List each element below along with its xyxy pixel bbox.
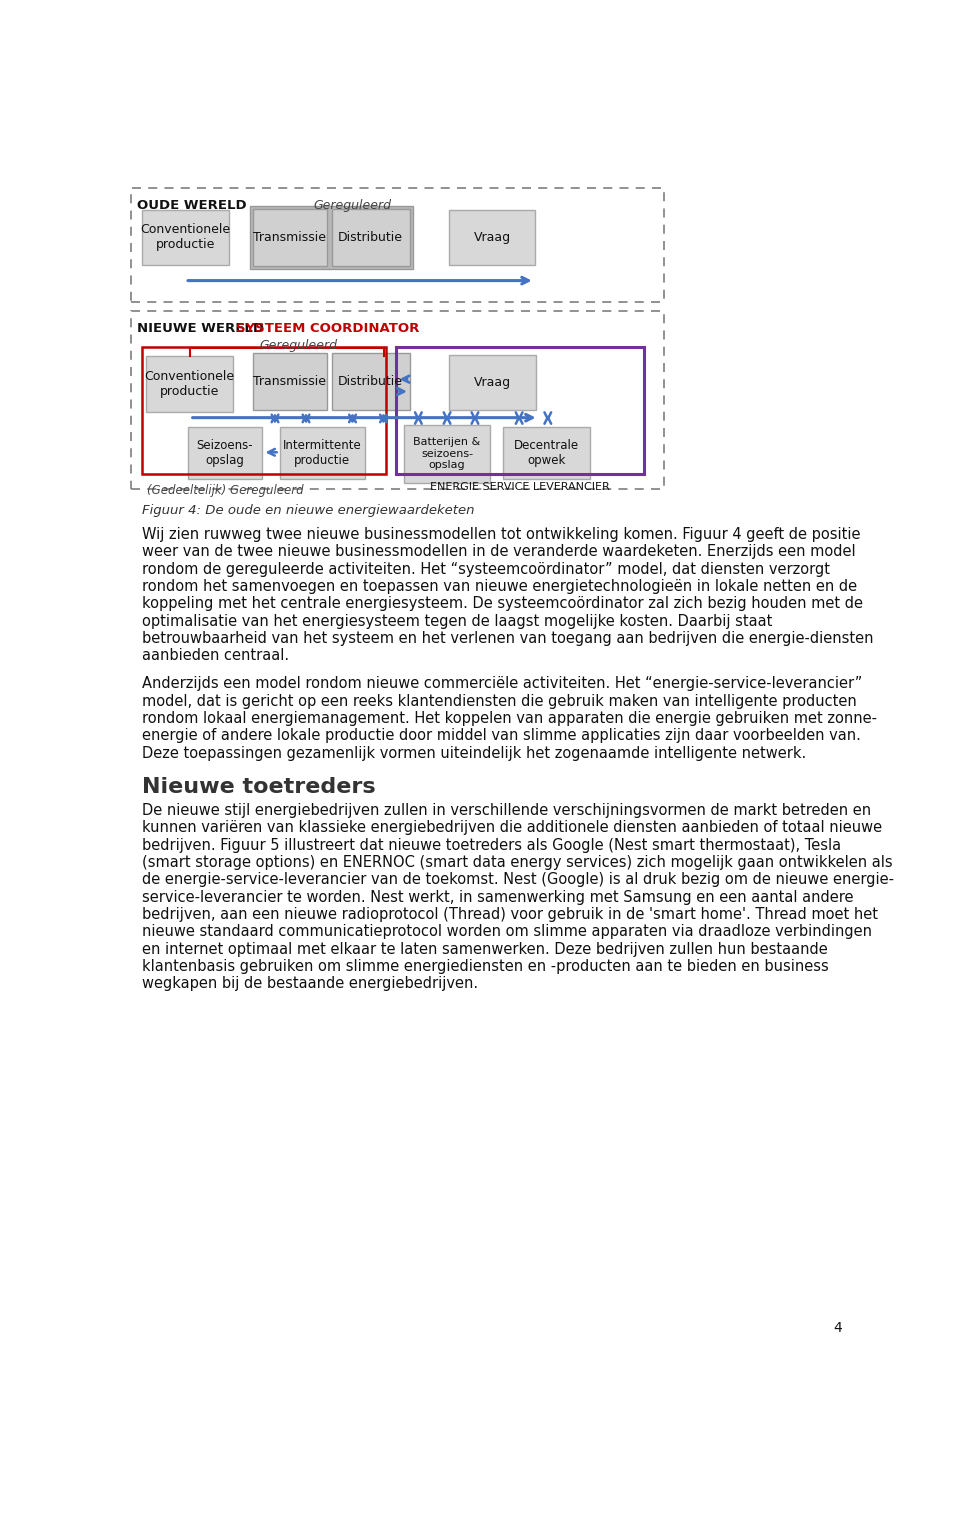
Text: nieuwe standaard communicatieprotocol worden om slimme apparaten via draadloze v: nieuwe standaard communicatieprotocol wo… (142, 924, 872, 939)
Text: Gereguleerd: Gereguleerd (314, 199, 392, 212)
Bar (131, 311, 664, 488)
Bar (188, 426, 262, 479)
Bar (131, 188, 664, 302)
Text: rondom de gereguleerde activiteiten. Het “systeemcoördinator” model, dat dienste: rondom de gereguleerde activiteiten. Het… (142, 561, 829, 576)
Bar (403, 425, 491, 482)
Text: (smart storage options) en ENERNOC (smart data energy services) zich mogelijk ga: (smart storage options) en ENERNOC (smar… (142, 856, 893, 871)
Text: rondom lokaal energiemanagement. Het koppelen van apparaten die energie gebruike: rondom lokaal energiemanagement. Het kop… (142, 711, 876, 727)
Text: wegkapen bij de bestaande energiebedrijven.: wegkapen bij de bestaande energiebedrijv… (142, 977, 478, 991)
Bar (142, 209, 228, 265)
Text: kunnen variëren van klassieke energiebedrijven die additionele diensten aanbiede: kunnen variëren van klassieke energiebed… (142, 821, 882, 836)
Text: model, dat is gericht op een reeks klantendiensten die gebruik maken van intelli: model, dat is gericht op een reeks klant… (142, 693, 856, 708)
Bar (503, 426, 589, 479)
Text: Intermittente
productie: Intermittente productie (283, 438, 362, 467)
Text: Conventionele
productie: Conventionele productie (145, 370, 235, 397)
Bar (449, 355, 537, 410)
Text: Seizoens-
opslag: Seizoens- opslag (196, 438, 252, 467)
Bar (142, 347, 386, 473)
Text: betrouwbaarheid van het systeem en het verlenen van toegang aan bedrijven die en: betrouwbaarheid van het systeem en het v… (142, 631, 874, 646)
Text: Vraag: Vraag (473, 231, 511, 244)
Text: SYSTEEM COORDINATOR: SYSTEEM COORDINATOR (236, 322, 420, 335)
Text: de energie-service-leverancier van de toekomst. Nest (Google) is al druk bezig o: de energie-service-leverancier van de to… (142, 872, 894, 887)
Text: Transmissie: Transmissie (253, 231, 326, 244)
Text: klantenbasis gebruiken om slimme energiediensten en -producten aan te bieden en : klantenbasis gebruiken om slimme energie… (142, 959, 828, 974)
Text: Deze toepassingen gezamenlijk vormen uiteindelijk het zogenaamde intelligente ne: Deze toepassingen gezamenlijk vormen uit… (142, 746, 806, 760)
Text: service-leverancier te worden. Nest werkt, in samenwerking met Samsung en een aa: service-leverancier te worden. Nest werk… (142, 889, 853, 904)
Text: rondom het samenvoegen en toepassen van nieuwe energietechnologieën in lokale ne: rondom het samenvoegen en toepassen van … (142, 579, 857, 595)
Text: bedrijven. Figuur 5 illustreert dat nieuwe toetreders als Google (Nest smart the: bedrijven. Figuur 5 illustreert dat nieu… (142, 837, 841, 853)
Text: Decentrale
opwek: Decentrale opwek (514, 438, 579, 467)
Text: Wij zien ruwweg twee nieuwe businessmodellen tot ontwikkeling komen. Figuur 4 ge: Wij zien ruwweg twee nieuwe businessmode… (142, 526, 860, 542)
Text: OUDE WERELD: OUDE WERELD (137, 199, 247, 212)
Text: Anderzijds een model rondom nieuwe commerciële activiteiten. Het “energie-servic: Anderzijds een model rondom nieuwe comme… (142, 677, 862, 692)
Text: weer van de twee nieuwe businessmodellen in de veranderde waardeketen. Enerzijds: weer van de twee nieuwe businessmodellen… (142, 545, 855, 560)
Text: Distributie: Distributie (338, 375, 403, 388)
Bar (279, 426, 365, 479)
Text: Gereguleerd: Gereguleerd (259, 340, 337, 352)
Bar (331, 353, 410, 410)
Bar (331, 209, 410, 265)
Bar (448, 209, 536, 265)
Text: Vraag: Vraag (474, 376, 512, 388)
Text: NIEUWE WERELD: NIEUWE WERELD (137, 322, 264, 335)
Bar (253, 209, 327, 265)
Text: Nieuwe toetreders: Nieuwe toetreders (142, 777, 375, 796)
Text: koppeling met het centrale energiesysteem. De systeemcoördinator zal zich bezig : koppeling met het centrale energiesystee… (142, 596, 863, 611)
Text: 4: 4 (833, 1321, 842, 1335)
Text: De nieuwe stijl energiebedrijven zullen in verschillende verschijningsvormen de : De nieuwe stijl energiebedrijven zullen … (142, 802, 871, 818)
Text: (Gedeeltelijk) Gereguleerd: (Gedeeltelijk) Gereguleerd (147, 484, 303, 498)
Text: bedrijven, aan een nieuwe radioprotocol (Thread) voor gebruik in de 'smart home': bedrijven, aan een nieuwe radioprotocol … (142, 907, 877, 922)
Text: Distributie: Distributie (338, 231, 403, 244)
Text: Batterijen &
seizoens-
opslag: Batterijen & seizoens- opslag (414, 437, 481, 470)
Bar (251, 206, 413, 269)
Text: en internet optimaal met elkaar te laten samenwerken. Deze bedrijven zullen hun : en internet optimaal met elkaar te laten… (142, 942, 828, 957)
Text: aanbieden centraal.: aanbieden centraal. (142, 648, 289, 663)
Bar (396, 347, 644, 473)
Text: ENERGIE SERVICE LEVERANCIER: ENERGIE SERVICE LEVERANCIER (430, 482, 610, 493)
Text: Figuur 4: De oude en nieuwe energiewaardeketen: Figuur 4: De oude en nieuwe energiewaard… (142, 504, 474, 517)
Text: Conventionele
productie: Conventionele productie (140, 223, 230, 252)
Bar (253, 353, 327, 410)
Bar (146, 356, 233, 411)
Text: energie of andere lokale productie door middel van slimme applicaties zijn daar : energie of andere lokale productie door … (142, 728, 860, 743)
Text: optimalisatie van het energiesysteem tegen de laagst mogelijke kosten. Daarbij s: optimalisatie van het energiesysteem teg… (142, 613, 772, 628)
Text: Transmissie: Transmissie (253, 375, 326, 388)
